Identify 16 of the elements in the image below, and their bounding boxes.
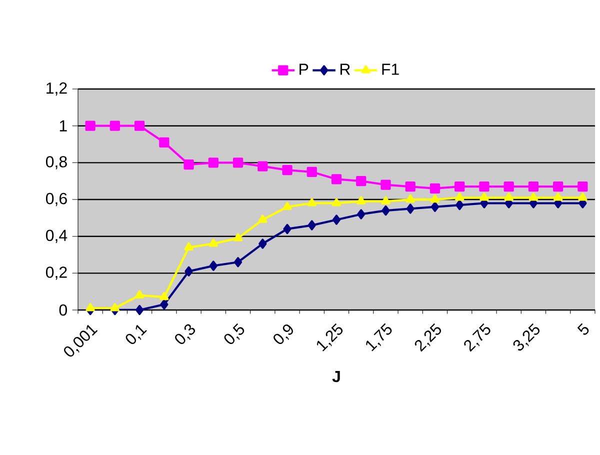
x-tick-label: 5 [577,323,589,335]
y-tick-label: 1,2 [46,82,67,96]
x-tick-label: 0,5 [224,323,244,344]
y-tick-label: 1 [60,120,67,132]
x-axis-title: J [332,371,340,382]
y-tick-label: 0,4 [46,230,68,243]
y-tick-label: 0,8 [46,156,67,170]
y-tick-label: 0,6 [46,192,67,206]
x-tick-label: 0,3 [175,324,196,344]
legend-label: F1 [382,64,399,75]
legend-label: P [300,64,308,75]
x-tick-label: 0,9 [274,324,293,344]
y-tick-label: 0 [59,304,67,316]
x-tick-label: 0,1 [126,324,147,344]
y-tick-label: 0,2 [46,266,67,280]
legend-label: R [340,64,350,75]
